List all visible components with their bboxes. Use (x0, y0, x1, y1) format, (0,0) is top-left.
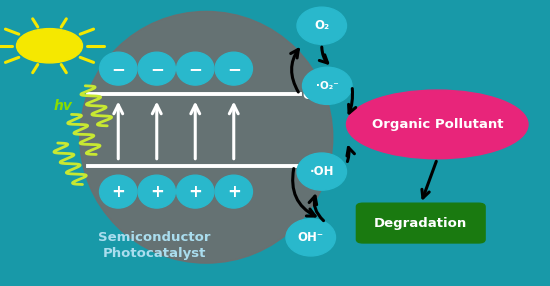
Ellipse shape (100, 52, 137, 85)
Text: −: − (227, 60, 241, 78)
Text: Degradation: Degradation (374, 217, 467, 230)
Ellipse shape (297, 7, 346, 44)
Ellipse shape (138, 52, 175, 85)
Text: −: − (188, 60, 202, 78)
Ellipse shape (215, 175, 252, 208)
Text: OH⁻: OH⁻ (298, 231, 324, 244)
Ellipse shape (138, 175, 175, 208)
Text: −: − (111, 60, 125, 78)
Text: Organic Pollutant: Organic Pollutant (371, 118, 503, 131)
Text: CB: CB (302, 89, 320, 102)
Text: Semiconductor
Photocatalyst: Semiconductor Photocatalyst (98, 231, 210, 260)
Text: ·OH: ·OH (310, 165, 334, 178)
Text: −: − (150, 60, 164, 78)
Ellipse shape (80, 11, 333, 263)
Ellipse shape (177, 175, 214, 208)
Text: VB: VB (302, 161, 321, 174)
Ellipse shape (346, 90, 528, 159)
Ellipse shape (297, 153, 346, 190)
Text: +: + (188, 183, 202, 200)
Text: O₂: O₂ (314, 19, 329, 32)
FancyBboxPatch shape (356, 203, 485, 243)
Text: +: + (111, 183, 125, 200)
Text: +: + (227, 183, 241, 200)
Text: +: + (150, 183, 164, 200)
Ellipse shape (286, 219, 336, 256)
Text: hv: hv (54, 99, 73, 113)
Ellipse shape (302, 67, 352, 104)
Ellipse shape (100, 175, 137, 208)
Ellipse shape (215, 52, 252, 85)
Text: ·O₂⁻: ·O₂⁻ (316, 81, 339, 91)
Circle shape (16, 29, 82, 63)
Ellipse shape (177, 52, 214, 85)
